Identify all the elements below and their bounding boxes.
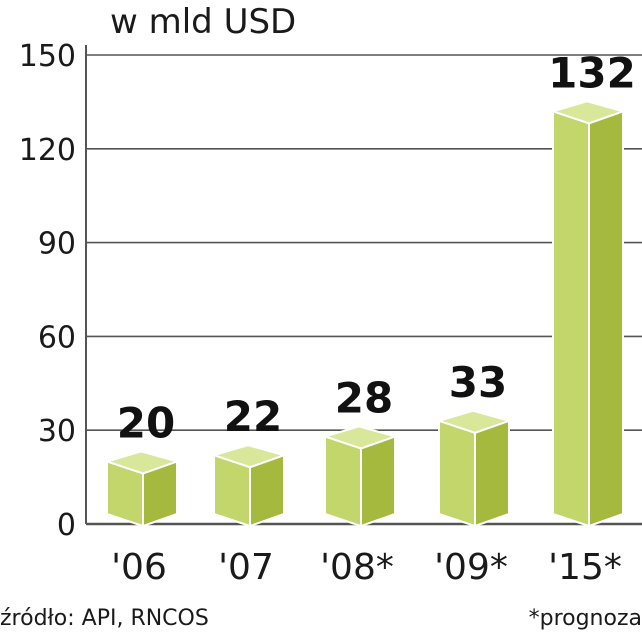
bar-side-face bbox=[588, 110, 624, 527]
x-tick-label: '15* bbox=[548, 547, 622, 588]
bar-front-face bbox=[438, 419, 476, 527]
y-tick-label: 30 bbox=[38, 414, 76, 449]
bar bbox=[106, 450, 178, 527]
bar-chart: 0 30 60 90 120 150 20 22 28 33 132 '06 '07 '08* '09*… bbox=[19, 39, 642, 588]
bar-front-face bbox=[324, 435, 362, 527]
forecast-footnote: *prognoza bbox=[528, 606, 642, 631]
y-axis: 0 30 60 90 120 150 bbox=[19, 39, 87, 543]
bar-top-face bbox=[213, 444, 285, 469]
x-tick-label: '06 bbox=[111, 547, 167, 588]
bar-top-face bbox=[324, 425, 396, 450]
bars bbox=[106, 100, 624, 527]
data-labels: 20 22 28 33 132 bbox=[117, 48, 636, 447]
y-tick-label: 150 bbox=[19, 39, 76, 74]
y-tick-label: 0 bbox=[57, 508, 76, 543]
y-tick-label: 90 bbox=[38, 227, 76, 262]
bar bbox=[552, 100, 624, 527]
x-tick-label: '08* bbox=[320, 547, 394, 588]
data-label: 33 bbox=[449, 358, 507, 407]
y-tick-label: 60 bbox=[38, 320, 76, 355]
x-tick-label: '07 bbox=[218, 547, 274, 588]
x-tick-label: '09* bbox=[434, 547, 508, 588]
data-label: 132 bbox=[548, 48, 636, 97]
bar-top-face bbox=[552, 100, 624, 125]
bar bbox=[324, 425, 396, 527]
bar-front-face bbox=[552, 110, 590, 527]
bar-top-face bbox=[438, 409, 510, 434]
y-tick-label: 120 bbox=[19, 133, 76, 168]
source-note: źródło: API, RNCOS bbox=[0, 606, 209, 631]
x-axis-labels: '06 '07 '08* '09* '15* bbox=[111, 547, 622, 588]
bar-side-face bbox=[360, 435, 396, 527]
bar-side-face bbox=[474, 419, 510, 527]
bar bbox=[438, 409, 510, 527]
bar-top-face bbox=[106, 450, 178, 475]
data-label: 22 bbox=[224, 392, 282, 441]
chart-unit-title: w mld USD bbox=[110, 2, 297, 42]
bar bbox=[213, 444, 285, 527]
data-label: 20 bbox=[117, 398, 175, 447]
data-label: 28 bbox=[335, 373, 393, 422]
